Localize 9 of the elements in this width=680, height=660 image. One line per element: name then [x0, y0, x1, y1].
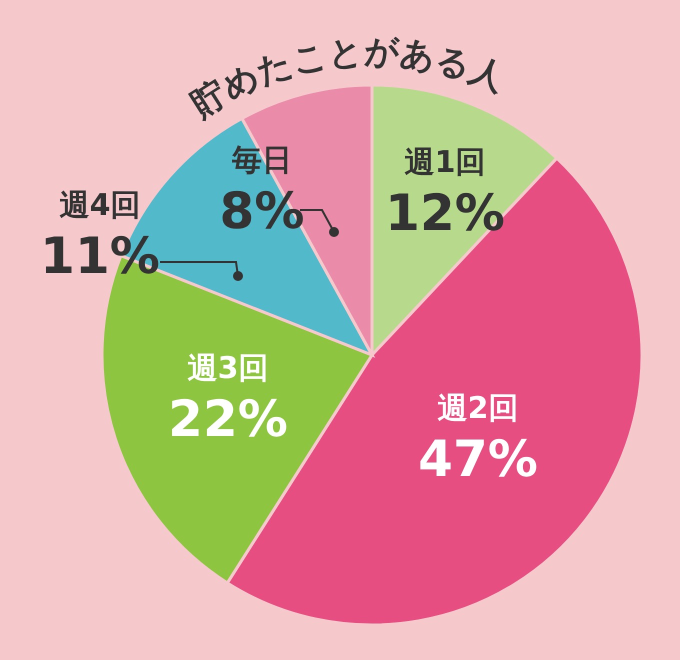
slice-label: 毎日 — [231, 143, 292, 178]
data-label: 47% — [418, 430, 538, 488]
data-label: 12% — [385, 184, 505, 242]
slice-label: 週1回 — [404, 145, 486, 180]
chart-title: 貯めたことがある人 — [184, 32, 512, 126]
slice-label: 週2回 — [438, 391, 518, 426]
slice-label: 週4回 — [60, 188, 140, 223]
data-label: 22% — [168, 390, 288, 448]
slice-label: 週3回 — [188, 351, 268, 386]
